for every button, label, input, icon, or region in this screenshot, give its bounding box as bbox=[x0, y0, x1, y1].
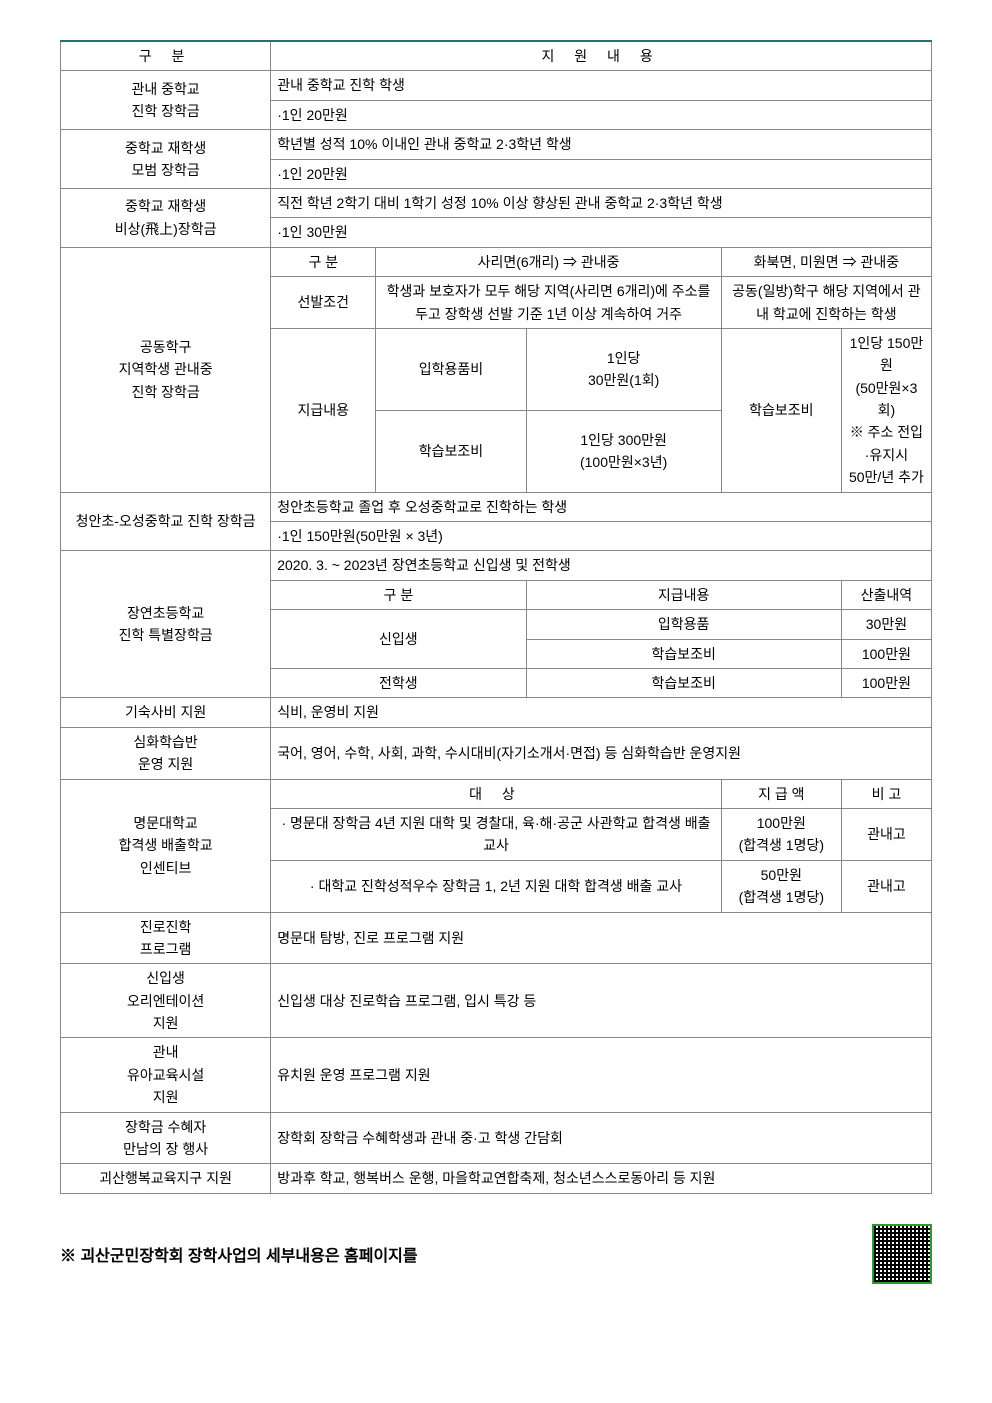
r4-pay-label: 지급내용 bbox=[271, 328, 376, 492]
r4-hwabuk-h: 화북면, 미원면 ⇒ 관내중 bbox=[721, 247, 931, 276]
r3-line1: 직전 학년 2학기 대비 1학기 성정 10% 이상 향상된 관내 중학교 2·… bbox=[271, 188, 932, 217]
r2-line2: ·1인 20만원 bbox=[271, 159, 932, 188]
r6-sr2c2: 학습보조비 bbox=[526, 639, 841, 668]
r6-h2: 지급내용 bbox=[526, 580, 841, 609]
r4-pay-rval: 1인당 150만원 (50만원×3회) ※ 주소 전입·유지시 50만/년 추가 bbox=[841, 328, 931, 492]
r1-line1: 관내 중학교 진학 학생 bbox=[271, 71, 932, 100]
header-content: 지 원 내 용 bbox=[271, 41, 932, 71]
r4-pay-r1c1: 입학용품비 bbox=[376, 328, 526, 410]
r4-pay-r2c2: 1인당 300만원 (100만원×3년) bbox=[526, 410, 721, 492]
r9-label: 명문대학교 합격생 배출학교 인센티브 bbox=[61, 779, 271, 912]
r6-h3: 산출내역 bbox=[841, 580, 931, 609]
r4-sel-hwabuk: 공동(일방)학구 해당 지역에서 관내 학교에 진학하는 학생 bbox=[721, 277, 931, 329]
r6-sr3c1: 전학생 bbox=[271, 668, 526, 697]
r9-row2c2: 50만원 (합격생 1명당) bbox=[721, 860, 841, 912]
scholarship-table: 구 분 지 원 내 용 관내 중학교 진학 장학금 관내 중학교 진학 학생 ·… bbox=[60, 40, 932, 1194]
r3-line2: ·1인 30만원 bbox=[271, 218, 932, 247]
qr-code-icon bbox=[872, 1224, 932, 1284]
r14-label: 괴산행복교육지구 지원 bbox=[61, 1164, 271, 1193]
r7-label: 기숙사비 지원 bbox=[61, 698, 271, 727]
r7-text: 식비, 운영비 지원 bbox=[271, 698, 932, 727]
r10-text: 명문대 탐방, 진로 프로그램 지원 bbox=[271, 912, 932, 964]
r4-sari-h: 사리면(6개리) ⇒ 관내중 bbox=[376, 247, 721, 276]
r1-label: 관내 중학교 진학 장학금 bbox=[61, 71, 271, 130]
header-category: 구 분 bbox=[61, 41, 271, 71]
r11-text: 신입생 대상 진로학습 프로그램, 입시 특강 등 bbox=[271, 964, 932, 1038]
r6-sr1c2: 입학용품 bbox=[526, 610, 841, 639]
r6-sr3c3: 100만원 bbox=[841, 668, 931, 697]
r6-top: 2020. 3. ~ 2023년 장연초등학교 신입생 및 전학생 bbox=[271, 551, 932, 580]
footer-text: ※ 괴산군민장학회 장학사업의 세부내용은 홈페이지를 bbox=[60, 1242, 418, 1266]
r9-h3: 비 고 bbox=[841, 779, 931, 808]
r4-label: 공동학구 지역학생 관내중 진학 장학금 bbox=[61, 247, 271, 492]
r5-line1: 청안초등학교 졸업 후 오성중학교로 진학하는 학생 bbox=[271, 492, 932, 521]
r9-h1: 대 상 bbox=[271, 779, 722, 808]
r14-text: 방과후 학교, 행복버스 운행, 마을학교연합축제, 청소년스스로동아리 등 지… bbox=[271, 1164, 932, 1193]
r5-label: 청안초-오성중학교 진학 장학금 bbox=[61, 492, 271, 551]
r9-row2c1: · 대학교 진학성적우수 장학금 1, 2년 지원 대학 합격생 배출 교사 bbox=[271, 860, 722, 912]
r12-label: 관내 유아교육시설 지원 bbox=[61, 1038, 271, 1112]
r9-row2c3: 관내고 bbox=[841, 860, 931, 912]
r10-label: 진로진학 프로그램 bbox=[61, 912, 271, 964]
r6-h1: 구 분 bbox=[271, 580, 526, 609]
r9-row1c1: · 명문대 장학금 4년 지원 대학 및 경찰대, 육·해·공군 사관학교 합격… bbox=[271, 808, 722, 860]
r8-text: 국어, 영어, 수학, 사회, 과학, 수시대비(자기소개서·면접) 등 심화학… bbox=[271, 727, 932, 779]
r9-row1c3: 관내고 bbox=[841, 808, 931, 860]
r6-sr2c3: 100만원 bbox=[841, 639, 931, 668]
r2-line1: 학년별 성적 10% 이내인 관내 중학교 2·3학년 학생 bbox=[271, 130, 932, 159]
r4-pay-r2c1: 학습보조비 bbox=[376, 410, 526, 492]
r9-row1c2: 100만원 (합격생 1명당) bbox=[721, 808, 841, 860]
r6-label: 장연초등학교 진학 특별장학금 bbox=[61, 551, 271, 698]
r6-sr1c1: 신입생 bbox=[271, 610, 526, 669]
r9-h2: 지 급 액 bbox=[721, 779, 841, 808]
r4-pay-rlabel: 학습보조비 bbox=[721, 328, 841, 492]
r2-label: 중학교 재학생 모범 장학금 bbox=[61, 130, 271, 189]
r12-text: 유치원 운영 프로그램 지원 bbox=[271, 1038, 932, 1112]
r4-sel-label: 선발조건 bbox=[271, 277, 376, 329]
r11-label: 신입생 오리엔테이션 지원 bbox=[61, 964, 271, 1038]
footer: ※ 괴산군민장학회 장학사업의 세부내용은 홈페이지를 bbox=[60, 1224, 932, 1284]
r5-line2: ·1인 150만원(50만원 × 3년) bbox=[271, 522, 932, 551]
r6-sr3c2: 학습보조비 bbox=[526, 668, 841, 697]
r6-sr1c3: 30만원 bbox=[841, 610, 931, 639]
r4-pay-r1c2: 1인당 30만원(1회) bbox=[526, 328, 721, 410]
r1-line2: ·1인 20만원 bbox=[271, 100, 932, 129]
r8-label: 심화학습반 운영 지원 bbox=[61, 727, 271, 779]
r4-sel-sari: 학생과 보호자가 모두 해당 지역(사리면 6개리)에 주소를 두고 장학생 선… bbox=[376, 277, 721, 329]
r4-gubun: 구 분 bbox=[271, 247, 376, 276]
r13-text: 장학회 장학금 수혜학생과 관내 중·고 학생 간담회 bbox=[271, 1112, 932, 1164]
r13-label: 장학금 수혜자 만남의 장 행사 bbox=[61, 1112, 271, 1164]
r3-label: 중학교 재학생 비상(飛上)장학금 bbox=[61, 188, 271, 247]
